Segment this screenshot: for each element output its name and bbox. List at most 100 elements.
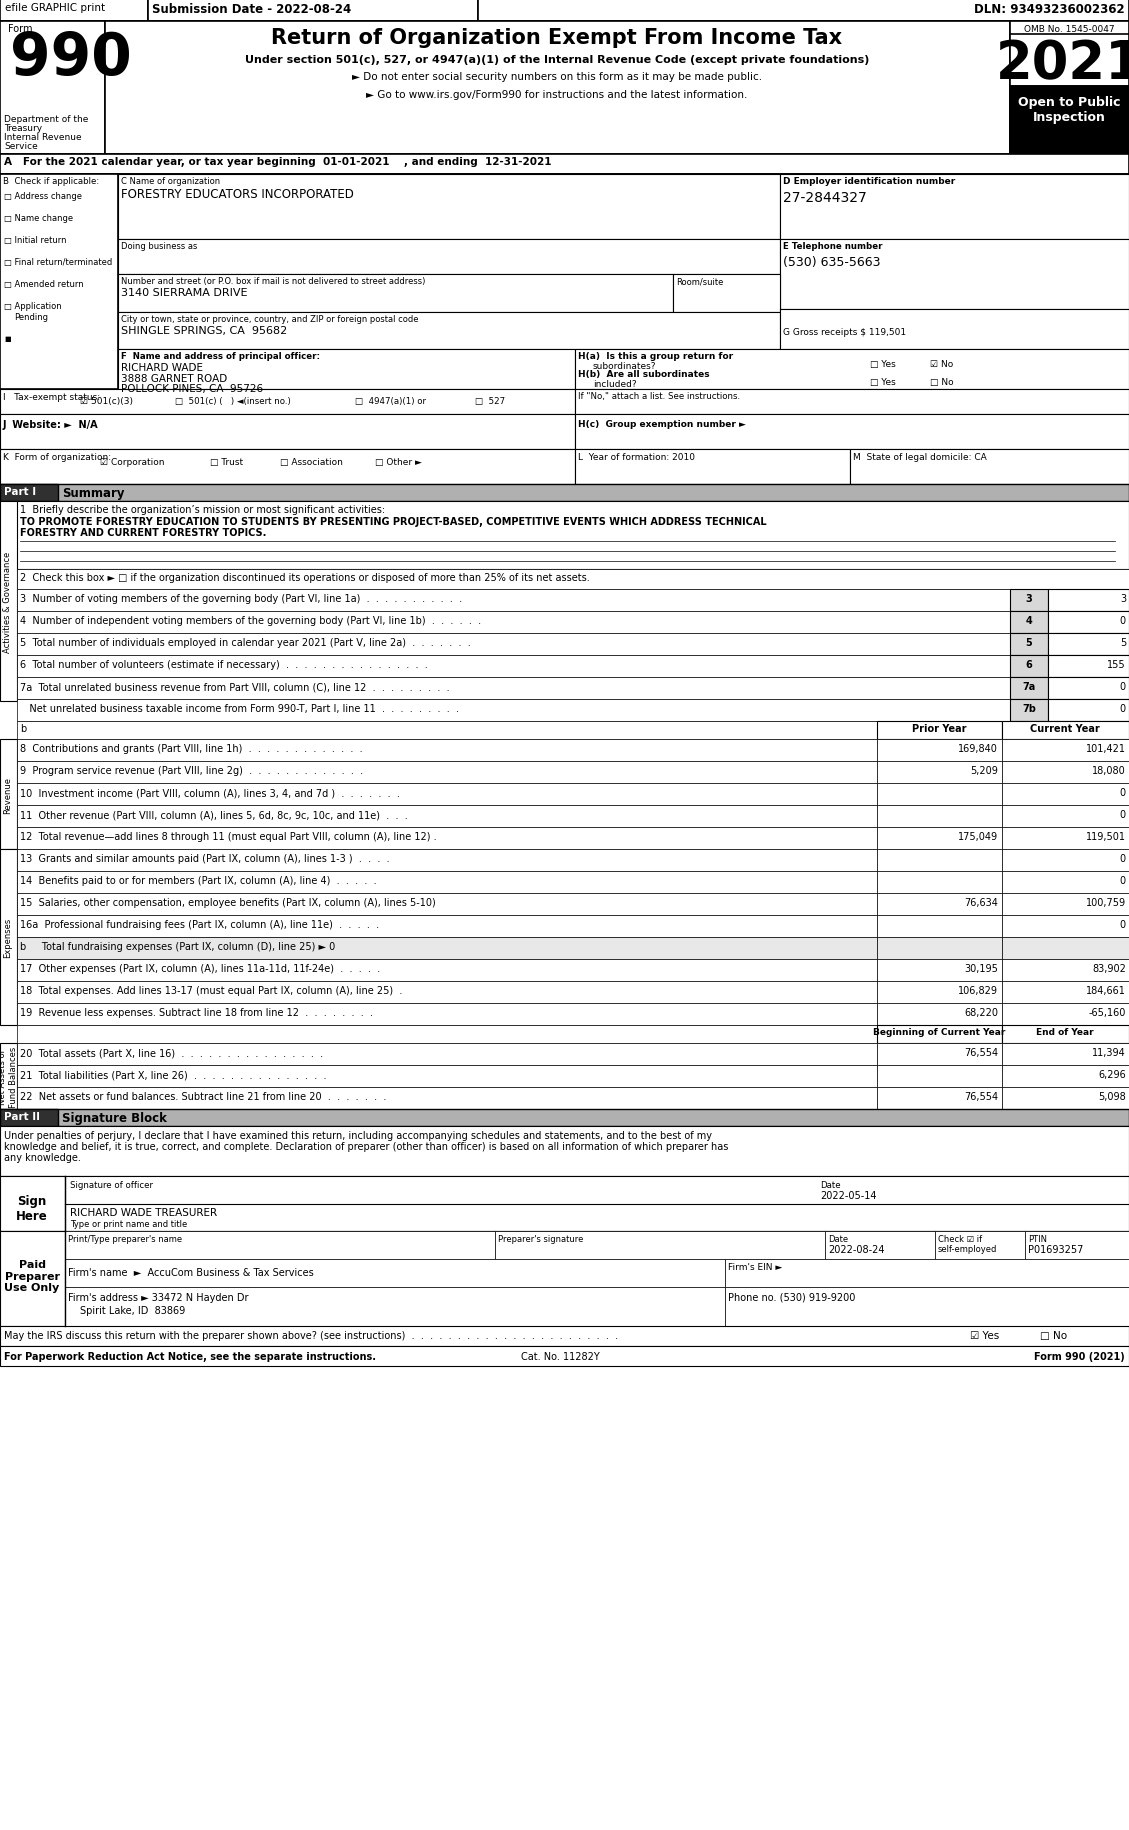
- Text: knowledge and belief, it is true, correct, and complete. Declaration of preparer: knowledge and belief, it is true, correc…: [5, 1142, 728, 1151]
- Text: 12  Total revenue—add lines 8 through 11 (must equal Part VIII, column (A), line: 12 Total revenue—add lines 8 through 11 …: [20, 831, 437, 842]
- Text: (530) 635-5663: (530) 635-5663: [784, 256, 881, 269]
- Bar: [1003, 1043, 1129, 1065]
- Bar: [877, 1087, 1003, 1109]
- Bar: [850, 450, 1129, 485]
- Text: 184,661: 184,661: [1086, 986, 1126, 996]
- Text: 6: 6: [1025, 659, 1032, 670]
- Bar: [1003, 783, 1129, 805]
- Bar: [0, 501, 17, 701]
- Text: May the IRS discuss this return with the preparer shown above? (see instructions: May the IRS discuss this return with the…: [5, 1330, 618, 1340]
- Text: □  501(c) (   ) ◄(insert no.): □ 501(c) ( ) ◄(insert no.): [175, 397, 291, 406]
- Text: M  State of legal domicile: CA: M State of legal domicile: CA: [854, 452, 987, 461]
- Text: FORESTRY AND CURRENT FORESTRY TOPICS.: FORESTRY AND CURRENT FORESTRY TOPICS.: [20, 527, 266, 538]
- Text: Beginning of Current Year: Beginning of Current Year: [873, 1027, 1005, 1036]
- Bar: [825, 1232, 935, 1259]
- Text: Room/suite: Room/suite: [676, 276, 724, 285]
- Text: Number and street (or P.O. box if mail is not delivered to street address): Number and street (or P.O. box if mail i…: [121, 276, 426, 285]
- Text: TO PROMOTE FORESTRY EDUCATION TO STUDENTS BY PRESENTING PROJECT-BASED, COMPETITI: TO PROMOTE FORESTRY EDUCATION TO STUDENT…: [20, 516, 767, 527]
- Text: 2021: 2021: [996, 38, 1129, 90]
- Text: Firm's EIN ►: Firm's EIN ►: [728, 1263, 782, 1272]
- Text: 7b: 7b: [1022, 703, 1036, 714]
- Bar: [780, 309, 1129, 350]
- Bar: [17, 915, 877, 937]
- Bar: [877, 849, 1003, 871]
- Bar: [0, 0, 148, 22]
- Text: Under section 501(c), 527, or 4947(a)(1) of the Internal Revenue Code (except pr: Under section 501(c), 527, or 4947(a)(1)…: [245, 55, 869, 64]
- Bar: [575, 350, 1129, 390]
- Text: Under penalties of perjury, I declare that I have examined this return, includin: Under penalties of perjury, I declare th…: [5, 1131, 712, 1140]
- Bar: [877, 893, 1003, 915]
- Bar: [119, 274, 673, 313]
- Bar: [17, 827, 877, 849]
- Text: SHINGLE SPRINGS, CA  95682: SHINGLE SPRINGS, CA 95682: [121, 326, 287, 337]
- Bar: [0, 1109, 58, 1127]
- Bar: [0, 176, 1129, 390]
- Text: 3  Number of voting members of the governing body (Part VI, line 1a)  .  .  .  .: 3 Number of voting members of the govern…: [20, 593, 462, 604]
- Text: 5  Total number of individuals employed in calendar year 2021 (Part V, line 2a) : 5 Total number of individuals employed i…: [20, 637, 471, 648]
- Text: G Gross receipts $ 119,501: G Gross receipts $ 119,501: [784, 328, 907, 337]
- Text: Preparer's signature: Preparer's signature: [498, 1233, 584, 1243]
- Text: Paid
Preparer
Use Only: Paid Preparer Use Only: [5, 1259, 60, 1292]
- Bar: [877, 827, 1003, 849]
- Bar: [0, 1177, 1129, 1232]
- Bar: [877, 721, 1003, 739]
- Bar: [65, 1259, 725, 1286]
- Bar: [17, 893, 877, 915]
- Text: □ Initial return: □ Initial return: [5, 236, 67, 245]
- Text: 5,098: 5,098: [1099, 1091, 1126, 1102]
- Bar: [17, 1065, 877, 1087]
- Text: 14  Benefits paid to or for members (Part IX, column (A), line 4)  .  .  .  .  .: 14 Benefits paid to or for members (Part…: [20, 875, 377, 886]
- Bar: [17, 699, 1010, 721]
- Text: 16a  Professional fundraising fees (Part IX, column (A), line 11e)  .  .  .  .  : 16a Professional fundraising fees (Part …: [20, 919, 379, 930]
- Bar: [1010, 633, 1048, 655]
- Bar: [1010, 88, 1129, 156]
- Text: 101,421: 101,421: [1086, 743, 1126, 754]
- Bar: [1003, 1003, 1129, 1025]
- Bar: [17, 1043, 877, 1065]
- Text: □  527: □ 527: [475, 397, 505, 406]
- Bar: [65, 1232, 495, 1259]
- Text: Sign
Here: Sign Here: [16, 1195, 47, 1222]
- Text: 76,554: 76,554: [964, 1047, 998, 1058]
- Bar: [17, 589, 1010, 611]
- Bar: [0, 450, 575, 485]
- Text: Service: Service: [5, 143, 37, 150]
- Bar: [0, 1232, 1129, 1327]
- Bar: [0, 390, 575, 415]
- Text: □ No: □ No: [930, 377, 954, 386]
- Bar: [119, 240, 780, 274]
- Bar: [0, 22, 105, 156]
- Bar: [17, 981, 877, 1003]
- Bar: [1003, 1025, 1129, 1043]
- Text: 106,829: 106,829: [959, 986, 998, 996]
- Text: 169,840: 169,840: [959, 743, 998, 754]
- Bar: [0, 501, 1129, 569]
- Text: Signature Block: Signature Block: [62, 1111, 167, 1124]
- Text: Date: Date: [820, 1180, 841, 1190]
- Text: 10  Investment income (Part VIII, column (A), lines 3, 4, and 7d )  .  .  .  .  : 10 Investment income (Part VIII, column …: [20, 787, 400, 798]
- Bar: [877, 805, 1003, 827]
- Bar: [119, 176, 780, 240]
- Text: 19  Revenue less expenses. Subtract line 18 from line 12  .  .  .  .  .  .  .  .: 19 Revenue less expenses. Subtract line …: [20, 1008, 373, 1017]
- Text: 175,049: 175,049: [957, 831, 998, 842]
- Text: 2022-05-14: 2022-05-14: [820, 1190, 876, 1200]
- Bar: [1048, 611, 1129, 633]
- Text: subordinates?: subordinates?: [593, 362, 656, 371]
- Text: 119,501: 119,501: [1086, 831, 1126, 842]
- Text: H(a)  Is this a group return for: H(a) Is this a group return for: [578, 351, 733, 361]
- Bar: [495, 1232, 825, 1259]
- Bar: [877, 1043, 1003, 1065]
- Bar: [1010, 677, 1048, 699]
- Text: Revenue: Revenue: [3, 776, 12, 813]
- Bar: [1048, 589, 1129, 611]
- Text: 100,759: 100,759: [1086, 897, 1126, 908]
- Text: 0: 0: [1120, 615, 1126, 626]
- Text: Cat. No. 11282Y: Cat. No. 11282Y: [520, 1351, 599, 1362]
- Bar: [1048, 633, 1129, 655]
- Text: 4: 4: [1025, 615, 1032, 626]
- Bar: [0, 22, 1129, 156]
- Text: P01693257: P01693257: [1029, 1244, 1084, 1254]
- Text: 0: 0: [1120, 853, 1126, 864]
- Bar: [877, 739, 1003, 761]
- Bar: [1003, 1065, 1129, 1087]
